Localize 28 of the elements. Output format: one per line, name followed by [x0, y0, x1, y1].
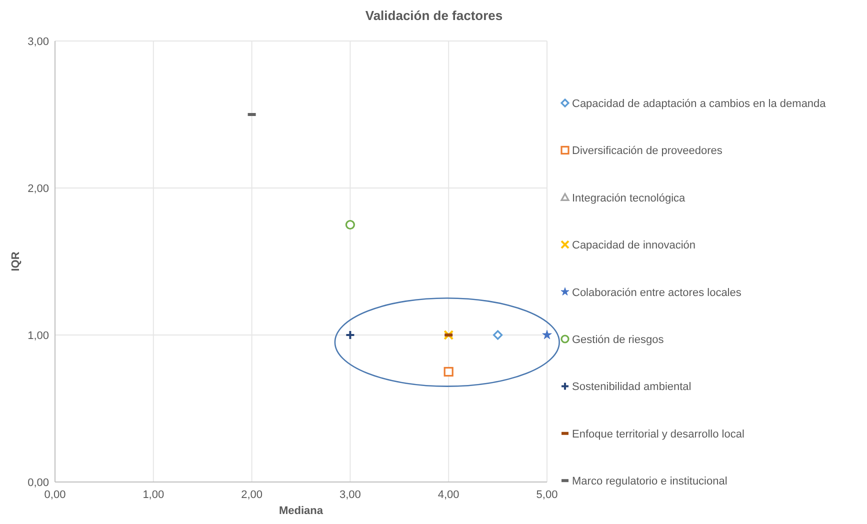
y-tick-label: 2,00 — [28, 183, 49, 195]
chart-title: Validación de factores — [365, 8, 503, 23]
point — [444, 330, 454, 340]
x-tick-label: 1,00 — [142, 489, 164, 501]
point — [493, 330, 503, 340]
y-axis-title: IQR — [10, 252, 22, 272]
point — [345, 220, 355, 230]
legend-label: Capacidad de adaptación a cambios en la demanda — [572, 98, 827, 110]
x-tick-label: 5,00 — [536, 489, 558, 501]
y-tick-label: 3,00 — [28, 36, 49, 48]
legend-label: Diversificación de proveedores — [572, 145, 723, 158]
x-tick-label: 0,00 — [44, 489, 66, 501]
legend-label: Integración tecnológica — [572, 192, 686, 204]
point — [345, 330, 356, 340]
legend-label: Colaboración entre actores locales — [572, 286, 742, 299]
x-tick-label: 3,00 — [339, 489, 361, 501]
point — [444, 366, 454, 377]
legend-label: Marco regulatorio e institucional — [572, 476, 728, 488]
x-tick-label: 4,00 — [438, 489, 460, 501]
legend-label: Gestión de riesgos — [572, 334, 664, 346]
legend-label: Enfoque territorial y desarrollo local — [572, 428, 744, 440]
x-tick-label: 2,00 — [241, 489, 263, 501]
point — [542, 330, 552, 340]
legend-label: Capacidad de innovación — [572, 240, 696, 252]
x-axis-title: Mediana — [278, 505, 324, 517]
y-tick-label: 0,00 — [28, 477, 49, 489]
y-tick-label: 1,00 — [28, 330, 49, 342]
legend-label: Sostenibilidad ambiental — [572, 381, 692, 394]
